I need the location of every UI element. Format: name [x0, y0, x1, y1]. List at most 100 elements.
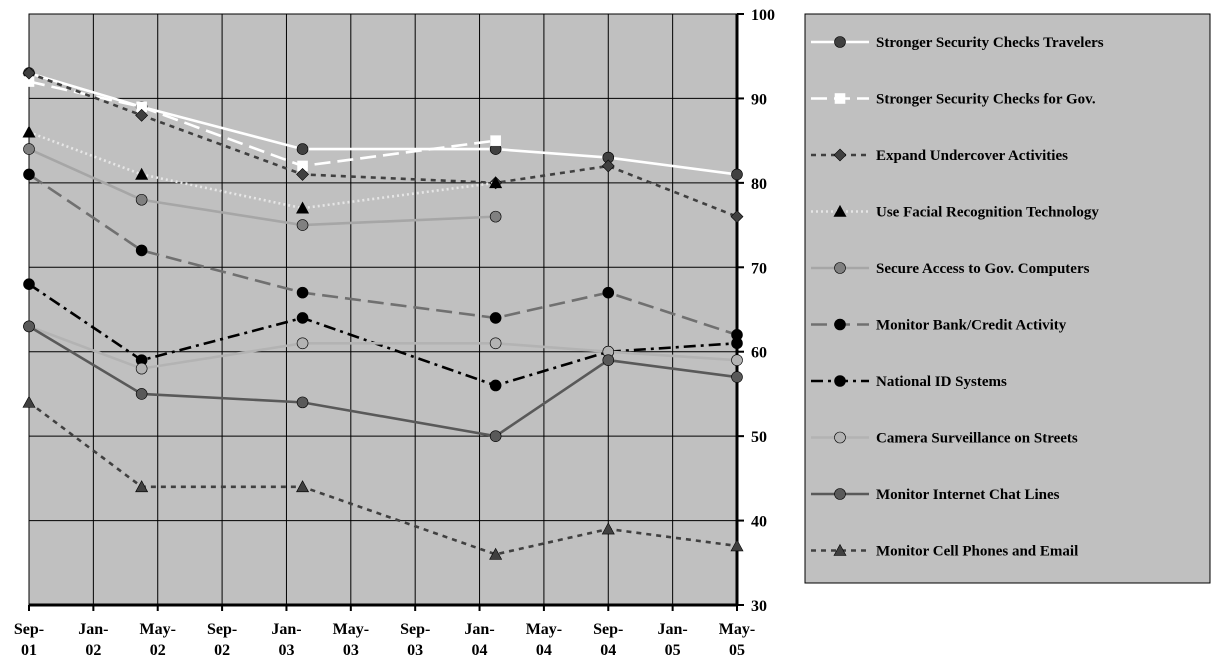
legend-item: National ID Systems	[811, 374, 1007, 390]
data-point	[489, 337, 502, 350]
legend-label: Stronger Security Checks Travelers	[876, 35, 1104, 51]
legend-item: Use Facial Recognition Technology	[811, 205, 1099, 221]
data-point	[731, 168, 743, 181]
series-4	[23, 143, 502, 231]
grid-lines	[29, 14, 737, 605]
data-point	[135, 193, 148, 206]
data-point	[489, 547, 503, 560]
data-point	[730, 539, 744, 552]
series-9	[22, 395, 744, 560]
data-point	[23, 278, 35, 290]
series-5	[23, 168, 743, 341]
x-tick-label-year: 04	[472, 642, 488, 659]
x-tick-label: Jan- 04	[464, 621, 494, 659]
data-point	[731, 354, 743, 366]
x-tick-label-month: Sep-	[207, 621, 237, 638]
tick-labels: 30 40 50 60 70 80 90 100 Sep- 01 Jan- 02 May- 02 Sep- 0…	[14, 7, 775, 659]
x-tick-label-month: Sep-	[400, 621, 430, 638]
data-point	[135, 108, 149, 122]
x-tick-label-year: 02	[150, 642, 166, 659]
x-tick-label: Sep- 04	[593, 621, 623, 659]
legend-swatch-marker	[833, 543, 847, 556]
legend-swatch-marker	[834, 431, 846, 444]
x-tick-label: Sep- 01	[14, 621, 44, 659]
x-tick-label-year: 01	[21, 642, 37, 659]
data-point	[489, 379, 502, 392]
y-tick-label: 100	[751, 7, 775, 24]
x-tick-label-year: 04	[600, 642, 616, 659]
legend-swatch-marker	[834, 262, 846, 274]
y-tick-label: 80	[751, 176, 767, 193]
data-point	[135, 480, 149, 493]
series-2	[22, 66, 744, 224]
data-point	[489, 176, 503, 189]
data-point	[602, 354, 615, 366]
y-tick-label: 40	[751, 514, 767, 531]
x-tick-label-year: 02	[214, 642, 230, 659]
x-tick-label-year: 02	[85, 642, 101, 659]
x-tick-label-month: Jan-	[464, 621, 494, 638]
legend-label: Camera Surveillance on Streets	[876, 431, 1078, 447]
data-point	[730, 210, 744, 224]
x-tick-label: Sep- 03	[400, 621, 430, 659]
x-tick-label-month: Jan-	[78, 621, 108, 638]
series-line	[28, 325, 738, 438]
data-point	[22, 395, 36, 408]
legend-item: Stronger Security Checks for Gov.	[811, 92, 1096, 108]
legend-label: Monitor Cell Phones and Email	[876, 544, 1078, 560]
data-point	[23, 320, 35, 333]
data-point	[490, 135, 501, 146]
data-point	[489, 430, 502, 442]
data-point	[601, 159, 615, 173]
legend-swatch-marker	[834, 375, 846, 387]
data-point	[22, 125, 36, 138]
x-tick-label: May- 05	[719, 621, 755, 659]
data-point	[296, 396, 309, 409]
data-point	[601, 522, 615, 535]
x-tick-label-month: May-	[526, 621, 562, 638]
series-line	[28, 71, 738, 218]
data-point	[23, 168, 35, 181]
data-point	[135, 388, 148, 400]
legend-label: Monitor Bank/Credit Activity	[876, 318, 1067, 334]
data-point	[489, 312, 502, 324]
series-line	[28, 173, 738, 337]
legend-label: Secure Access to Gov. Computers	[876, 261, 1090, 277]
x-tick-label: Jan- 03	[271, 621, 301, 659]
x-tick-label: May- 03	[333, 621, 369, 659]
x-tick-label-month: May-	[333, 621, 369, 638]
legend-swatch-marker	[834, 93, 846, 104]
series-line	[28, 147, 496, 227]
data-point	[23, 143, 35, 155]
data-point	[489, 210, 502, 223]
x-tick-label-year: 05	[729, 642, 745, 659]
legend-swatch-marker	[834, 488, 846, 500]
legend-box	[804, 13, 1211, 584]
series-line	[28, 401, 738, 556]
data-point	[296, 286, 309, 299]
data-point	[731, 337, 743, 350]
data-point	[296, 312, 309, 324]
data-point	[135, 167, 149, 180]
y-tick-label: 90	[751, 91, 767, 108]
data-point	[296, 480, 310, 493]
legend-label: Stronger Security Checks for Gov.	[876, 92, 1096, 108]
x-tick-label: May- 04	[526, 621, 562, 659]
x-tick-label-month: Sep-	[14, 621, 44, 638]
legend-swatch-marker	[833, 148, 847, 162]
series-line	[28, 71, 738, 176]
y-tick-label: 60	[751, 345, 767, 362]
data-point	[296, 219, 309, 231]
x-tick-label-month: May-	[719, 621, 755, 638]
x-tick-label-month: Jan-	[658, 621, 688, 638]
y-tick-label: 50	[751, 429, 767, 446]
data-point	[296, 337, 309, 350]
legend-swatch-marker	[833, 204, 847, 217]
x-tick-label-year: 03	[278, 642, 294, 659]
x-tick-label-year: 03	[407, 642, 423, 659]
data-point	[296, 143, 309, 155]
legend-item: Monitor Cell Phones and Email	[811, 544, 1078, 560]
legend-swatch-marker	[834, 318, 846, 331]
legend-item: Secure Access to Gov. Computers	[811, 261, 1090, 277]
